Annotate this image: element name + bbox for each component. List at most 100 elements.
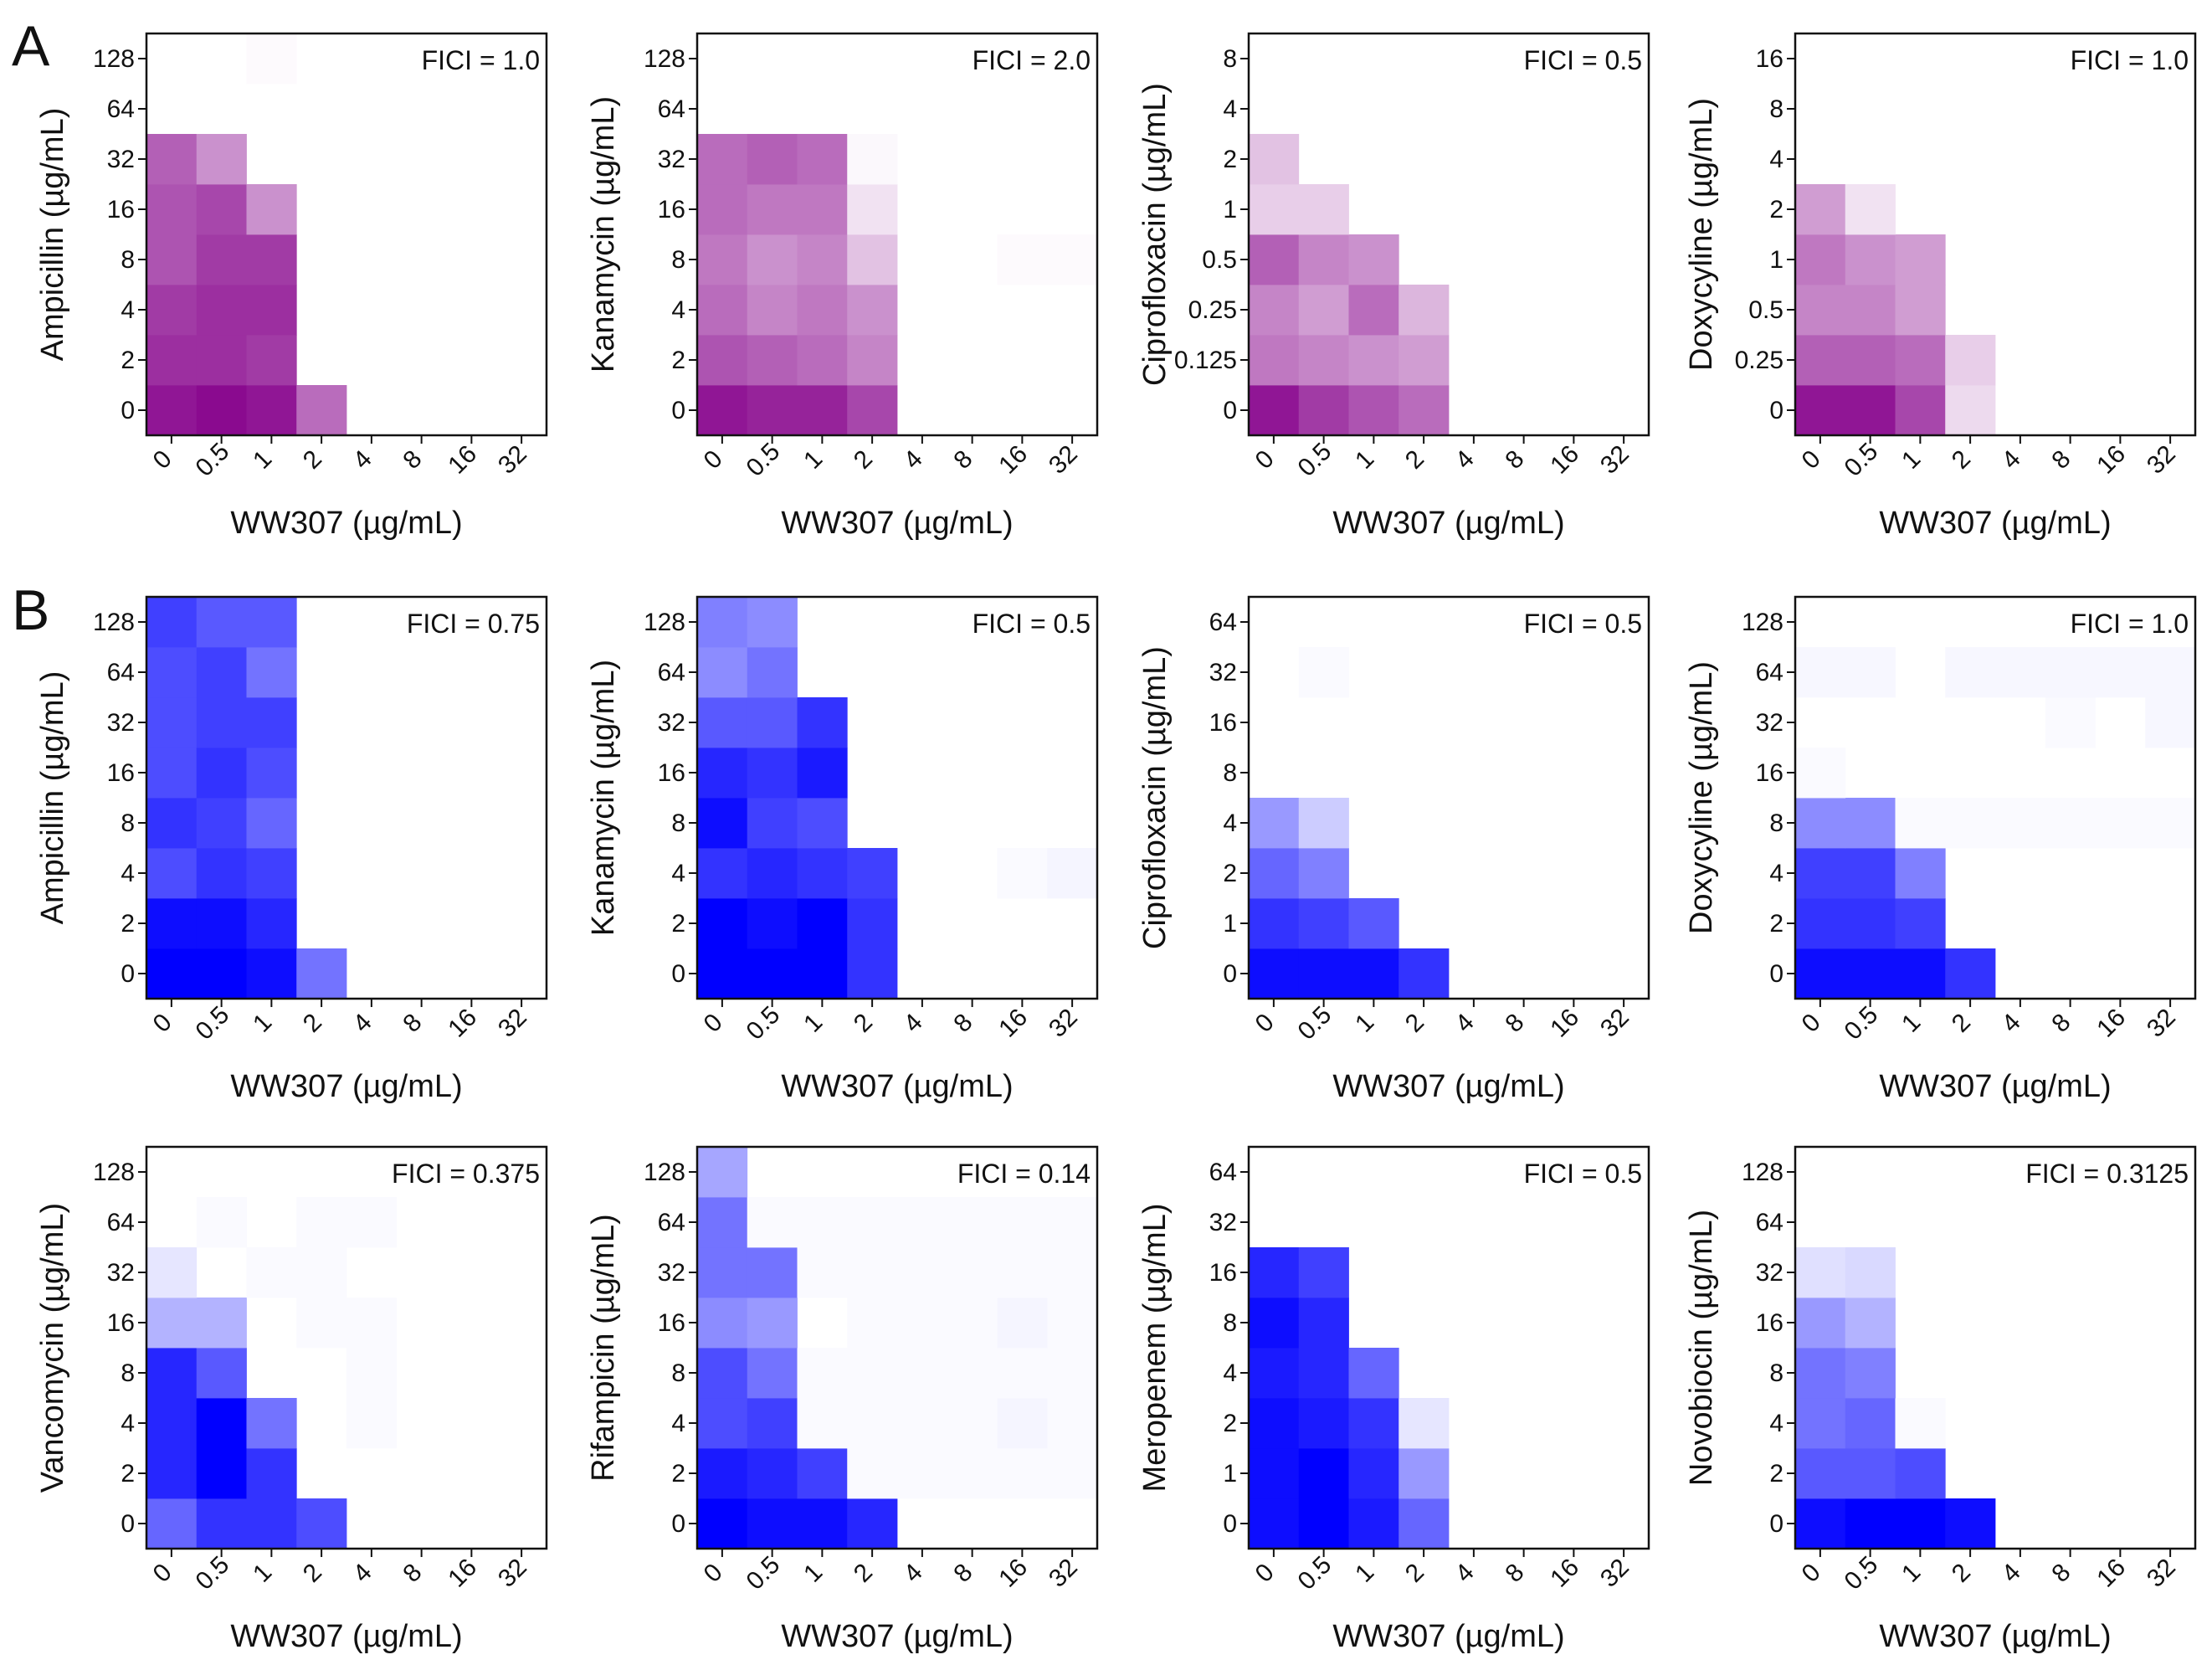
y-tick-label: 128 (644, 45, 685, 73)
y-tick-label: 2 (1223, 860, 1237, 887)
y-tick-label: 32 (1756, 709, 1783, 737)
heatmap-cell (1298, 647, 1349, 698)
heatmap-cell (997, 848, 1048, 899)
y-axis-title: Kanamycin (µg/mL) (586, 660, 621, 936)
x-axis-title: WW307 (µg/mL) (230, 1619, 462, 1654)
x-tick-label: 16 (443, 1004, 482, 1043)
heatmap-cell (1047, 1448, 1098, 1499)
x-tick-label: 1 (798, 1009, 828, 1038)
heatmap-cell (196, 385, 247, 436)
y-tick-label: 0.25 (1735, 347, 1783, 374)
heatmap-cell (196, 1348, 247, 1399)
y-tick-label: 4 (121, 1410, 135, 1437)
y-tick-label: 64 (1209, 609, 1237, 636)
y-tick-label: 8 (1769, 809, 1783, 837)
x-axis-title: WW307 (µg/mL) (781, 506, 1013, 541)
heatmap-cell (1298, 385, 1349, 436)
heatmap-cell (1399, 1498, 1450, 1549)
x-tick-label: 0 (699, 1559, 728, 1588)
heatmap-cell (1348, 1498, 1399, 1549)
heatmap-cell (246, 948, 297, 1000)
y-tick-label: 64 (658, 1209, 685, 1236)
y-axis-title: Novobiocin (µg/mL) (1684, 1210, 1719, 1486)
x-tick-label: 0.5 (1839, 438, 1883, 482)
heatmap-cell (196, 1448, 247, 1499)
heatmap-cell (1945, 335, 1996, 386)
y-tick-label: 2 (121, 347, 135, 374)
fici-annotation: FICI = 0.5 (1524, 1159, 1642, 1189)
x-tick-label: 0 (1797, 1009, 1826, 1038)
heatmap-cell (1795, 1298, 1846, 1349)
heatmap-cell (1249, 1348, 1300, 1399)
heatmap-cell (146, 1448, 198, 1499)
y-tick-label: 128 (93, 45, 135, 73)
heatmap-cell (346, 1298, 398, 1349)
plot-frame (695, 595, 1099, 1000)
y-tick-label: 16 (107, 759, 135, 787)
heatmap-cell (697, 647, 748, 698)
heatmap-cell (1298, 1348, 1349, 1399)
x-tick-label: 2 (1400, 445, 1429, 475)
heatmap-cell (1845, 234, 1896, 285)
fici-annotation: FICI = 0.3125 (2025, 1159, 2189, 1189)
x-tick-label: 16 (2091, 440, 2131, 480)
x-tick-label: 32 (1595, 1554, 1635, 1593)
y-tick-label: 0 (1223, 1510, 1237, 1538)
heatmap-cell (797, 748, 848, 799)
heatmap-cell (1298, 184, 1349, 235)
x-tick-label: 0.5 (741, 1001, 785, 1046)
x-tick-label: 0 (148, 1009, 177, 1038)
heatmap-cell (1845, 1247, 1896, 1298)
x-tick-label: 4 (348, 1559, 377, 1588)
heatmap-cell (1795, 385, 1846, 436)
heatmap-cell (847, 1298, 898, 1349)
heatmap-cell (146, 385, 198, 436)
heatmap-cell (1298, 1247, 1349, 1298)
x-tick-label: 4 (1997, 1559, 2026, 1588)
heatmap-cell (1895, 1398, 1946, 1449)
heatmap-cell (1249, 898, 1300, 949)
heatmap-cell (246, 1498, 297, 1549)
heatmap-cell (697, 1348, 748, 1399)
heatmap-cell (1795, 234, 1846, 285)
heatmap-cell (747, 1197, 798, 1248)
heatmap-cell (697, 1498, 748, 1549)
heatmap-cell (1845, 647, 1896, 698)
y-tick-label: 16 (1209, 1259, 1237, 1287)
heatmap-cell (146, 1498, 198, 1549)
heatmap-cell (947, 1348, 998, 1399)
heatmap-cell (246, 597, 297, 648)
y-tick-label: 16 (107, 1309, 135, 1337)
heatmap-cell (797, 184, 848, 235)
heatmap-cell (1249, 948, 1300, 1000)
y-tick-label: 2 (671, 1460, 685, 1488)
x-tick-label: 0.5 (190, 1001, 234, 1046)
heatmap-cell (1348, 1398, 1399, 1449)
heatmap-cell (847, 848, 898, 899)
heatmap-cell (246, 798, 297, 849)
heatmap-cell (1348, 1448, 1399, 1499)
heatmap-cell (747, 1247, 798, 1298)
x-tick-label: 8 (1500, 445, 1529, 475)
y-tick-label: 16 (1756, 1309, 1783, 1337)
x-tick-label: 0.5 (1292, 438, 1337, 482)
x-tick-label: 1 (798, 1559, 828, 1588)
y-tick-label: 2 (121, 910, 135, 938)
heatmap-cell (1795, 335, 1846, 386)
y-tick-label: 16 (658, 1309, 685, 1337)
heatmap-cell (1995, 647, 2046, 698)
x-tick-label: 0 (699, 445, 728, 475)
y-tick-label: 128 (644, 1159, 685, 1186)
heatmap-cell (1895, 1448, 1946, 1499)
x-tick-label: 16 (443, 1554, 482, 1593)
heatmap-cell (246, 697, 297, 748)
plot-frame (1247, 595, 1650, 1000)
y-axis-title: Ampicillin (µg/mL) (35, 671, 70, 925)
heatmap-cell (2045, 647, 2096, 698)
heatmap-cell (897, 1348, 948, 1399)
heatmap-cell (997, 1398, 1048, 1449)
heatmap-cell (1845, 798, 1896, 849)
